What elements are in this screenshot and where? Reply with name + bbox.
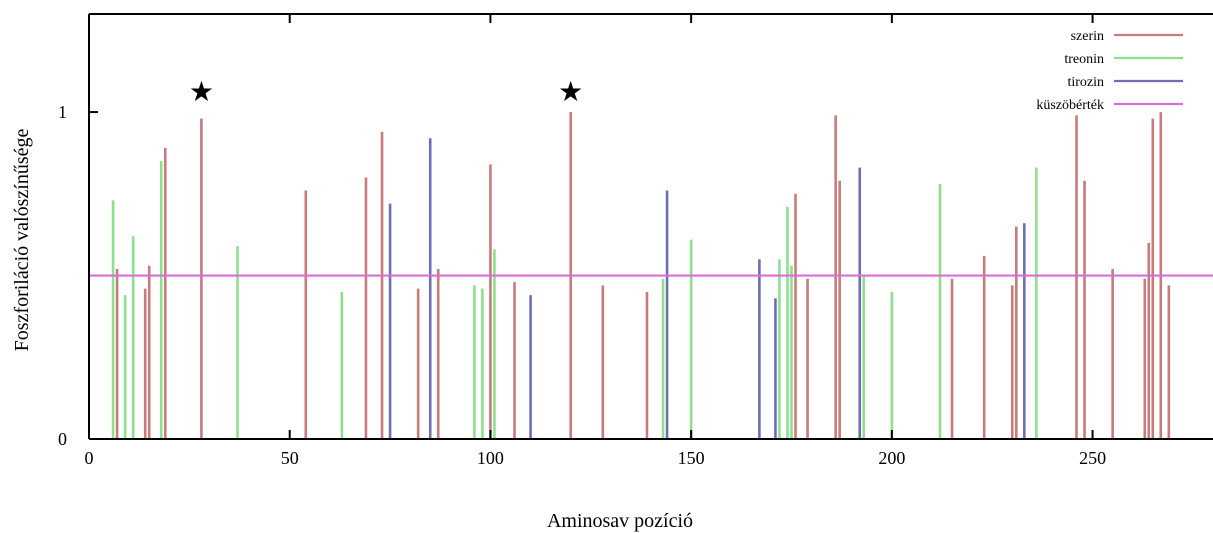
legend-label-2: tirozin: [1067, 75, 1104, 90]
annotation-layer: ★ ★: [189, 77, 583, 108]
y-tick-label: 0: [58, 429, 67, 449]
x-tick-label: 250: [1079, 448, 1106, 468]
legend-label-1: treonin: [1064, 52, 1104, 67]
x-tick-label: 0: [85, 448, 94, 468]
y-axis-title: Foszforiláció valószínűsége: [11, 129, 33, 352]
x-tick-label: 50: [281, 448, 299, 468]
axes-layer: 0 50 100 150 200 250 0 1: [58, 13, 1213, 468]
star-annotation: ★: [558, 77, 583, 108]
x-tick-label: 100: [477, 448, 504, 468]
x-tick-label: 200: [878, 448, 905, 468]
y-tick-label: 1: [58, 102, 67, 122]
legend-label-0: szerin: [1071, 29, 1104, 44]
star-annotation: ★: [189, 77, 214, 108]
legend: szerin treonin tirozin küszöbérték: [1036, 29, 1183, 113]
x-tick-label: 150: [678, 448, 705, 468]
legend-label-3: küszöbérték: [1036, 98, 1104, 113]
x-axis-title: Aminosav pozíció: [547, 510, 693, 532]
